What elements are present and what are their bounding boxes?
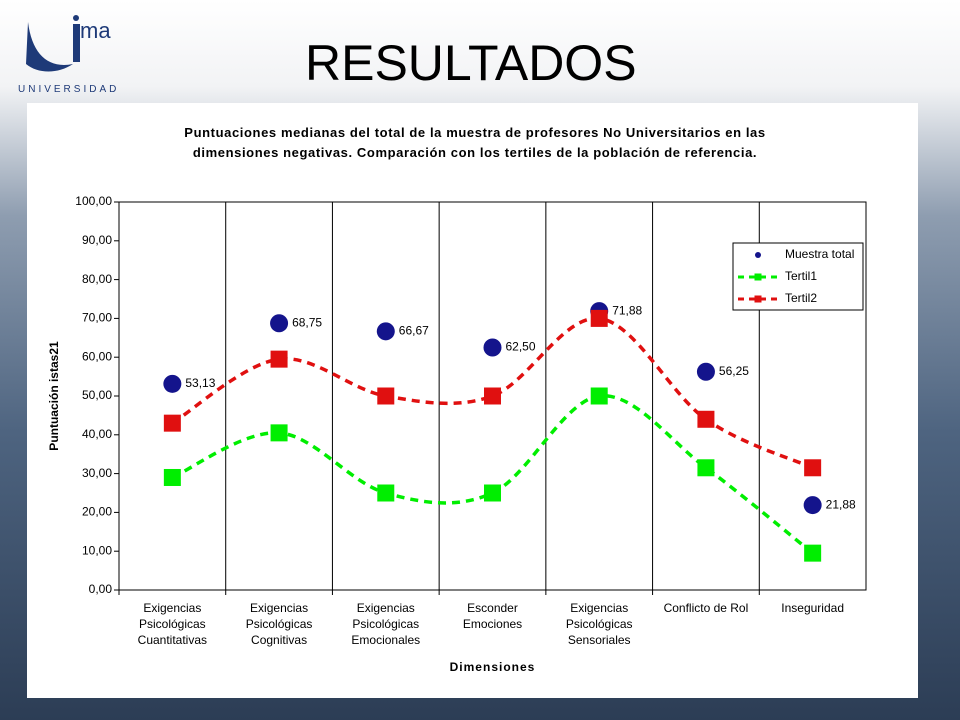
data-point (804, 459, 822, 477)
legend-label: Muestra total (785, 247, 854, 261)
data-point (590, 387, 608, 405)
y-tick-label: 50,00 (82, 388, 112, 402)
data-point (697, 459, 715, 477)
data-point (270, 350, 288, 368)
x-axis-label: Dimensiones (450, 660, 536, 674)
legend-marker (754, 273, 762, 281)
chart-title: Puntuaciones medianas del total de la mu… (184, 125, 766, 160)
data-point (483, 338, 502, 357)
y-tick-label: 0,00 (89, 582, 113, 596)
y-tick-label: 40,00 (82, 427, 112, 441)
data-label: 71,88 (612, 303, 642, 317)
y-tick-label: 60,00 (82, 349, 112, 363)
data-point (163, 468, 181, 486)
data-label: 68,75 (292, 315, 322, 329)
x-tick-label: Exigencias Psicológicas Emocionales (351, 601, 421, 647)
logo-mark (26, 15, 80, 72)
legend-label: Tertil2 (785, 291, 817, 305)
x-tick-label: Exigencias Psicológicas Cuantitativas (137, 601, 208, 647)
x-tick-label: Exigencias Psicológicas Cognitivas (245, 601, 313, 647)
x-tick-label: Exigencias Psicológicas Sensoriales (565, 601, 633, 647)
data-point (804, 544, 822, 562)
data-point (376, 322, 395, 341)
data-point (270, 314, 289, 333)
data-point (377, 387, 395, 405)
x-tick-label: Esconder Emociones (462, 601, 523, 631)
data-point (163, 374, 182, 393)
chart-panel: Puntuaciones medianas del total de la mu… (27, 103, 918, 698)
y-tick-label: 30,00 (82, 466, 112, 480)
logo: ma UNIVERSIDAD (18, 14, 138, 104)
data-point (163, 414, 181, 432)
data-point (803, 496, 822, 515)
legend-marker (754, 295, 762, 303)
y-tick-label: 10,00 (82, 543, 112, 557)
legend-label: Tertil1 (785, 269, 817, 283)
series-line (171, 394, 814, 555)
data-point (696, 362, 715, 381)
data-label: 62,50 (506, 340, 536, 354)
data-point (270, 424, 288, 442)
x-tick-label: Inseguridad (781, 601, 844, 615)
data-label: 21,88 (826, 497, 856, 511)
data-label: 56,25 (719, 364, 749, 378)
data-point (484, 484, 501, 502)
data-point (590, 309, 608, 327)
y-tick-label: 70,00 (82, 311, 112, 325)
x-tick-label: Conflicto de Rol (663, 601, 749, 615)
legend-marker (755, 252, 761, 258)
data-label: 66,67 (399, 323, 429, 337)
chart: 0,00 10,00 20,00 30,00 40,00 50,00 60,00 70,00 8… (47, 194, 867, 674)
y-tick-label: 20,00 (82, 505, 112, 519)
y-tick-label: 80,00 (82, 272, 112, 286)
plot-frame (118, 201, 867, 591)
data-point (697, 410, 715, 428)
slide-title: RESULTADOS (305, 35, 637, 91)
logo-text: ma (80, 18, 111, 43)
data-point (377, 484, 395, 502)
data-point (484, 387, 501, 405)
y-tick-label: 90,00 (82, 233, 112, 247)
data-label: 53,13 (185, 376, 215, 390)
university-text: UNIVERSIDAD (18, 84, 120, 95)
y-axis-label: Puntuación istas21 (47, 341, 61, 451)
y-tick-label: 100,00 (75, 194, 112, 208)
